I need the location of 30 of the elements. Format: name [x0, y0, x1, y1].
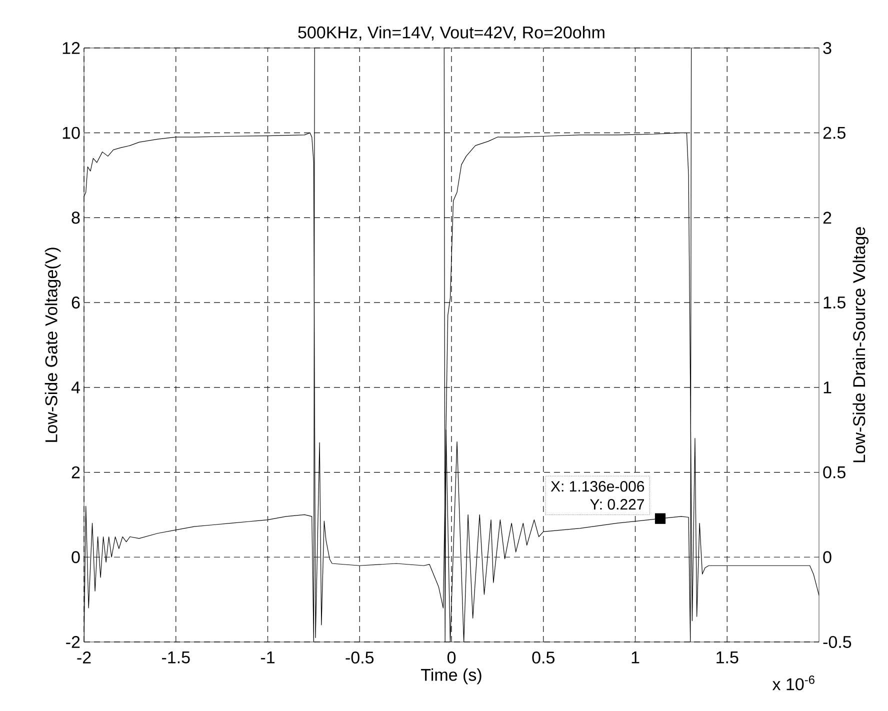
y-tick-label: 0	[72, 551, 80, 564]
x-axis-title: Time (s)	[421, 668, 482, 684]
y-tick-label: 4	[71, 382, 80, 394]
y-tick-label: 2	[72, 466, 80, 478]
y2-tick-label: 2.5	[823, 126, 846, 139]
y-tick-label: 10	[62, 126, 80, 139]
chart-title: 500KHz, Vin=14V, Vout=42V, Ro=20ohm	[298, 26, 604, 40]
annotation: X: 1.136e-006	[550, 481, 644, 492]
y2-tick-label: 1	[824, 382, 832, 394]
y2-tick-label: 0	[823, 551, 832, 564]
x-tick-label: 1.5	[716, 652, 738, 664]
x-tick-label: -1	[260, 652, 274, 664]
y-tick-label: 8	[72, 212, 80, 224]
x-tick-label: -0.5	[346, 652, 374, 664]
x-tick-label: 0	[447, 652, 456, 664]
y2-tick-label: 0.5	[823, 466, 846, 478]
y2-axis-title: Low-Side Drain-Source Voltage	[852, 227, 869, 462]
x-tick-label: 0.5	[532, 652, 554, 664]
y2-tick-label: -0.5	[823, 636, 852, 648]
x-tick-label: -1.5	[162, 652, 190, 664]
y-tick-label: -2	[66, 636, 80, 648]
text: x 10$^{-6}$	[772, 676, 814, 690]
annotation: Y: 0.227	[590, 499, 644, 510]
y-axis-title: Low-Side Gate Voltage(V)	[44, 248, 61, 442]
x-tick-label: 1	[632, 652, 640, 664]
y2-tick-label: 3	[823, 42, 832, 54]
y2-tick-label: 2	[823, 212, 832, 224]
y-tick-label: 6	[72, 296, 80, 309]
y-tick-label: 12	[62, 42, 80, 54]
y2-tick-label: 1.5	[824, 296, 846, 308]
